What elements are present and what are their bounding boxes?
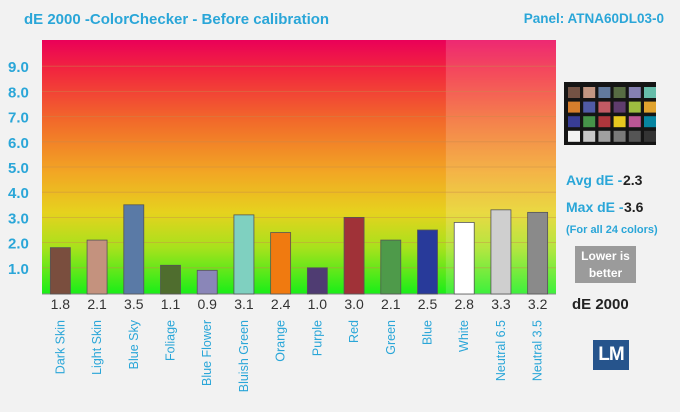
colorchecker-swatch: [598, 101, 611, 113]
category-label: Neutral 6.5: [494, 320, 508, 381]
colorchecker-swatch: [628, 101, 641, 113]
bar-value-label: 0.9: [197, 296, 217, 312]
colorchecker-swatch: [568, 101, 580, 113]
colorchecker-swatch: [644, 87, 656, 98]
laptopmedia-logo: LM: [593, 340, 629, 370]
category-label: Purple: [310, 320, 324, 356]
colorchecker-swatch: [628, 87, 641, 98]
colorchecker-swatch: [644, 130, 656, 142]
colorchecker-swatch: [613, 101, 626, 113]
colorchecker-swatch: [613, 130, 626, 142]
category-label: Bluish Green: [237, 320, 251, 392]
y-tick-label: 3.0: [8, 210, 29, 227]
y-tick-label: 7.0: [8, 110, 29, 127]
bar-value-label: 1.8: [51, 296, 71, 312]
category-label: Green: [384, 320, 398, 355]
colorchecker-swatch: [583, 116, 596, 128]
colorchecker-swatch: [568, 130, 580, 142]
chart-title: dE 2000 -ColorChecker - Before calibrati…: [24, 11, 330, 28]
bar: [196, 269, 218, 295]
avg-de-value: 2.3: [623, 172, 643, 188]
bar-value-label: 2.1: [87, 296, 107, 312]
bar-value-label: 3.5: [124, 296, 144, 312]
max-de-label: Max dE -: [566, 199, 624, 215]
bar: [417, 229, 438, 295]
colorchecker-swatch: [628, 130, 641, 142]
category-label: Orange: [274, 320, 288, 362]
avg-de-label: Avg dE -: [566, 172, 623, 188]
colorchecker-swatch: [583, 101, 596, 113]
category-label: Blue Sky: [127, 319, 141, 369]
bar: [86, 239, 108, 295]
category-label: White: [457, 320, 471, 352]
category-label: Blue: [421, 320, 435, 345]
category-label: Blue Flower: [200, 320, 214, 386]
y-tick-label: 2.0: [8, 236, 29, 253]
bar-value-label: 3.3: [491, 296, 511, 312]
bar-value-label: 2.1: [381, 296, 401, 312]
bar: [233, 214, 255, 295]
bar: [306, 267, 328, 295]
bar-value-label: 1.1: [161, 296, 181, 312]
bar-value-label: 2.4: [271, 296, 291, 312]
bar: [527, 211, 549, 295]
colorchecker-swatch: [644, 116, 656, 128]
lower-is-better-badge: Lower is better: [575, 246, 636, 283]
bar: [270, 232, 292, 295]
bar: [160, 264, 181, 295]
category-label: Neutral 3.5: [531, 320, 545, 381]
y-tick-label: 4.0: [8, 185, 29, 202]
colorchecker-swatch: [613, 116, 626, 128]
colorchecker-swatch: [598, 130, 611, 142]
max-de-value: 3.6: [624, 199, 644, 215]
lower-is-better-line2: better: [588, 266, 623, 280]
bar: [490, 209, 512, 295]
y-tick-label: 5.0: [8, 160, 29, 177]
bar: [453, 222, 475, 295]
bar: [380, 239, 402, 295]
category-label: Dark Skin: [53, 320, 67, 374]
colorchecker-swatch: [583, 130, 596, 142]
y-tick-label: 6.0: [8, 135, 29, 152]
all-colors-note: (For all 24 colors): [566, 224, 658, 236]
colorchecker-swatch: [644, 101, 656, 113]
y-tick-label: 1.0: [8, 261, 29, 278]
y-tick-label: 8.0: [8, 84, 29, 101]
colorchecker-swatch: [568, 116, 580, 128]
colorchecker-swatch: [568, 87, 580, 98]
bar-value-label: 3.0: [344, 296, 364, 312]
bar-value-label: 2.8: [454, 296, 474, 312]
bar: [343, 216, 365, 295]
bar-value-label: 3.2: [528, 296, 548, 312]
colorchecker-swatch: [613, 87, 626, 98]
colorchecker-swatch: [628, 116, 641, 128]
category-label: Red: [347, 320, 361, 343]
bar: [49, 247, 71, 295]
colorchecker-swatch: [598, 87, 611, 98]
panel-label: Panel: ATNA60DL03-0: [523, 11, 664, 26]
y-tick-label: 9.0: [8, 59, 29, 76]
bar-value-label: 2.5: [418, 296, 438, 312]
colorchecker-swatch: [598, 116, 611, 128]
bar: [123, 204, 145, 295]
lower-is-better-line1: Lower is: [581, 249, 630, 263]
category-label: Foliage: [164, 320, 178, 361]
bar-value-label: 1.0: [308, 296, 328, 312]
bar-value-label: 3.1: [234, 296, 254, 312]
colorchecker-swatch: [583, 87, 596, 98]
unit-label: dE 2000: [572, 296, 629, 313]
category-label: Light Skin: [90, 320, 104, 375]
